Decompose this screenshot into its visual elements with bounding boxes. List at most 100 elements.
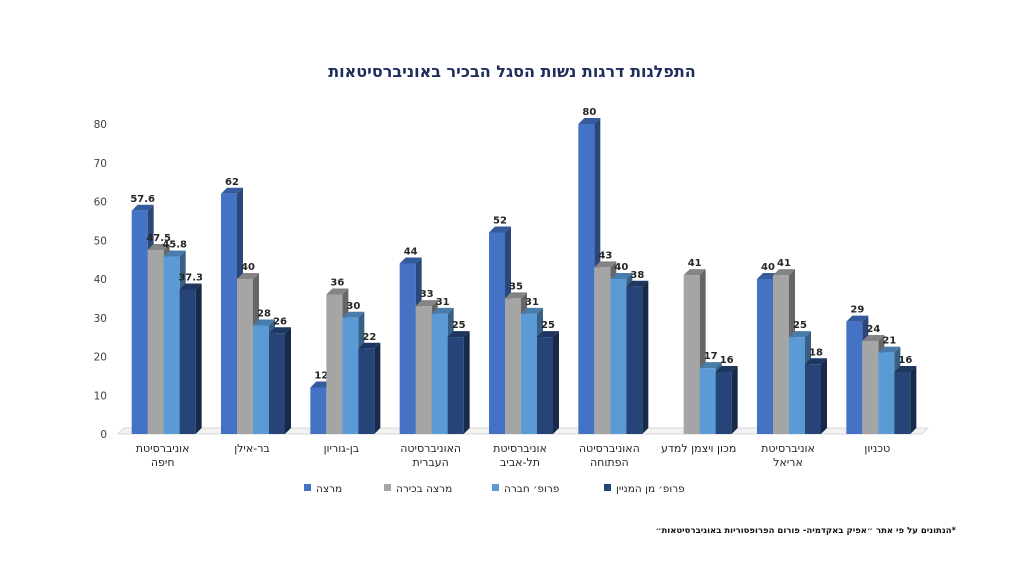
bar-value-label: 25 bbox=[541, 320, 555, 331]
y-tick-label: 50 bbox=[94, 235, 107, 247]
x-category-label: מכון ויצמן למדע bbox=[661, 442, 736, 455]
bar-value-label: 33 bbox=[420, 289, 434, 300]
bar-value-label: 40 bbox=[614, 262, 628, 273]
bar bbox=[326, 294, 343, 434]
bar bbox=[594, 267, 611, 434]
bar bbox=[358, 348, 375, 434]
bar bbox=[147, 249, 164, 434]
bar-side bbox=[374, 342, 381, 434]
bar-value-label: 26 bbox=[273, 316, 287, 327]
bar-top bbox=[253, 319, 275, 326]
bar-value-label: 12 bbox=[314, 371, 328, 382]
bar-value-label: 41 bbox=[777, 258, 791, 269]
bar bbox=[253, 325, 269, 434]
y-tick-label: 80 bbox=[94, 119, 107, 131]
legend-label: מרצה bbox=[316, 483, 342, 495]
bar-top bbox=[237, 273, 259, 279]
bar-top bbox=[447, 331, 470, 338]
bar-top bbox=[846, 315, 869, 322]
legend-label: פרופ׳ חברה bbox=[504, 483, 559, 495]
bar bbox=[805, 364, 821, 434]
bar bbox=[521, 313, 537, 434]
bar-top bbox=[342, 311, 365, 318]
bar-value-label: 36 bbox=[330, 278, 344, 289]
legend-label: מרצה בכירה bbox=[396, 483, 452, 495]
y-tick-label: 20 bbox=[94, 352, 107, 364]
y-tick-label: 60 bbox=[94, 197, 107, 209]
bar-top bbox=[610, 273, 633, 279]
bar bbox=[163, 256, 180, 434]
bar-value-label: 25 bbox=[793, 320, 807, 331]
x-category-label: בן-גוריון bbox=[324, 442, 360, 455]
bar bbox=[431, 313, 448, 434]
bar-value-label: 30 bbox=[346, 301, 360, 312]
y-tick-label: 70 bbox=[94, 158, 107, 170]
bar-top bbox=[699, 362, 722, 369]
bar-side bbox=[195, 283, 202, 434]
bar-value-label: 18 bbox=[809, 347, 823, 358]
bar-value-label: 80 bbox=[582, 107, 596, 118]
bar bbox=[757, 279, 773, 434]
bar-value-label: 52 bbox=[493, 216, 507, 227]
y-tick-label: 40 bbox=[94, 274, 107, 286]
bar-top bbox=[163, 250, 186, 257]
bar-side bbox=[285, 327, 291, 434]
bar-value-label: 22 bbox=[362, 332, 376, 343]
bar-top bbox=[415, 300, 438, 307]
bar-top bbox=[221, 187, 243, 194]
legend-swatch bbox=[604, 484, 611, 491]
bar-side bbox=[463, 331, 470, 434]
bar-value-label: 29 bbox=[850, 305, 864, 316]
bar-top bbox=[399, 257, 422, 264]
bar-top bbox=[505, 292, 527, 299]
bar-value-label: 57.6 bbox=[130, 194, 155, 205]
bar-value-label: 28 bbox=[257, 309, 271, 320]
bar-value-label: 24 bbox=[866, 324, 880, 335]
x-category-label: אוניברסיטת bbox=[493, 442, 547, 455]
bar-top bbox=[147, 243, 170, 250]
x-category-label: האוניברסיטה bbox=[400, 442, 461, 455]
legend-swatch bbox=[492, 484, 499, 491]
y-tick-label: 0 bbox=[100, 429, 107, 441]
bar bbox=[131, 210, 148, 434]
bar-top bbox=[431, 307, 454, 314]
x-category-label: העברית bbox=[412, 456, 448, 469]
bar-value-label: 21 bbox=[882, 336, 896, 347]
bar-top bbox=[537, 331, 559, 338]
legend-swatch bbox=[384, 484, 391, 491]
bar-side bbox=[642, 280, 649, 434]
bar bbox=[179, 289, 196, 434]
bar-value-label: 41 bbox=[688, 258, 702, 269]
chart-title: התפלגות דרגות נשות הסגל הבכיר באוניברסיט… bbox=[328, 62, 696, 81]
bar-top bbox=[715, 366, 738, 372]
bar bbox=[447, 337, 464, 434]
x-category-label: אוניברסיטת bbox=[136, 442, 190, 455]
bar bbox=[415, 306, 432, 434]
bar bbox=[221, 193, 237, 434]
bar-top bbox=[269, 327, 291, 334]
bar bbox=[578, 124, 595, 434]
bar-value-label: 45.8 bbox=[162, 240, 187, 251]
bar-top bbox=[878, 346, 901, 353]
bar-value-label: 44 bbox=[404, 247, 418, 258]
source-footnote: *הנתונים על פי אתר ״אפיק באקדמיה- פורום … bbox=[655, 526, 956, 536]
bar-top bbox=[683, 269, 706, 276]
x-category-label: בר-אילן bbox=[234, 442, 270, 455]
legend-swatch bbox=[304, 484, 311, 491]
bar bbox=[237, 279, 253, 434]
bar bbox=[399, 263, 416, 434]
bar-value-label: 40 bbox=[241, 262, 255, 273]
bar-value-label: 62 bbox=[225, 177, 239, 188]
bar bbox=[715, 372, 732, 434]
bar-side bbox=[553, 331, 559, 434]
bar-top bbox=[358, 342, 381, 349]
bar-value-label: 31 bbox=[436, 297, 450, 308]
bar bbox=[505, 298, 521, 434]
bar bbox=[626, 286, 643, 434]
bar-top bbox=[773, 269, 795, 276]
legend-label: פרופ׳ מן המניין bbox=[616, 483, 685, 495]
bar-value-label: 38 bbox=[630, 270, 644, 281]
bar-value-label: 43 bbox=[598, 250, 612, 261]
bar-top bbox=[131, 204, 154, 211]
